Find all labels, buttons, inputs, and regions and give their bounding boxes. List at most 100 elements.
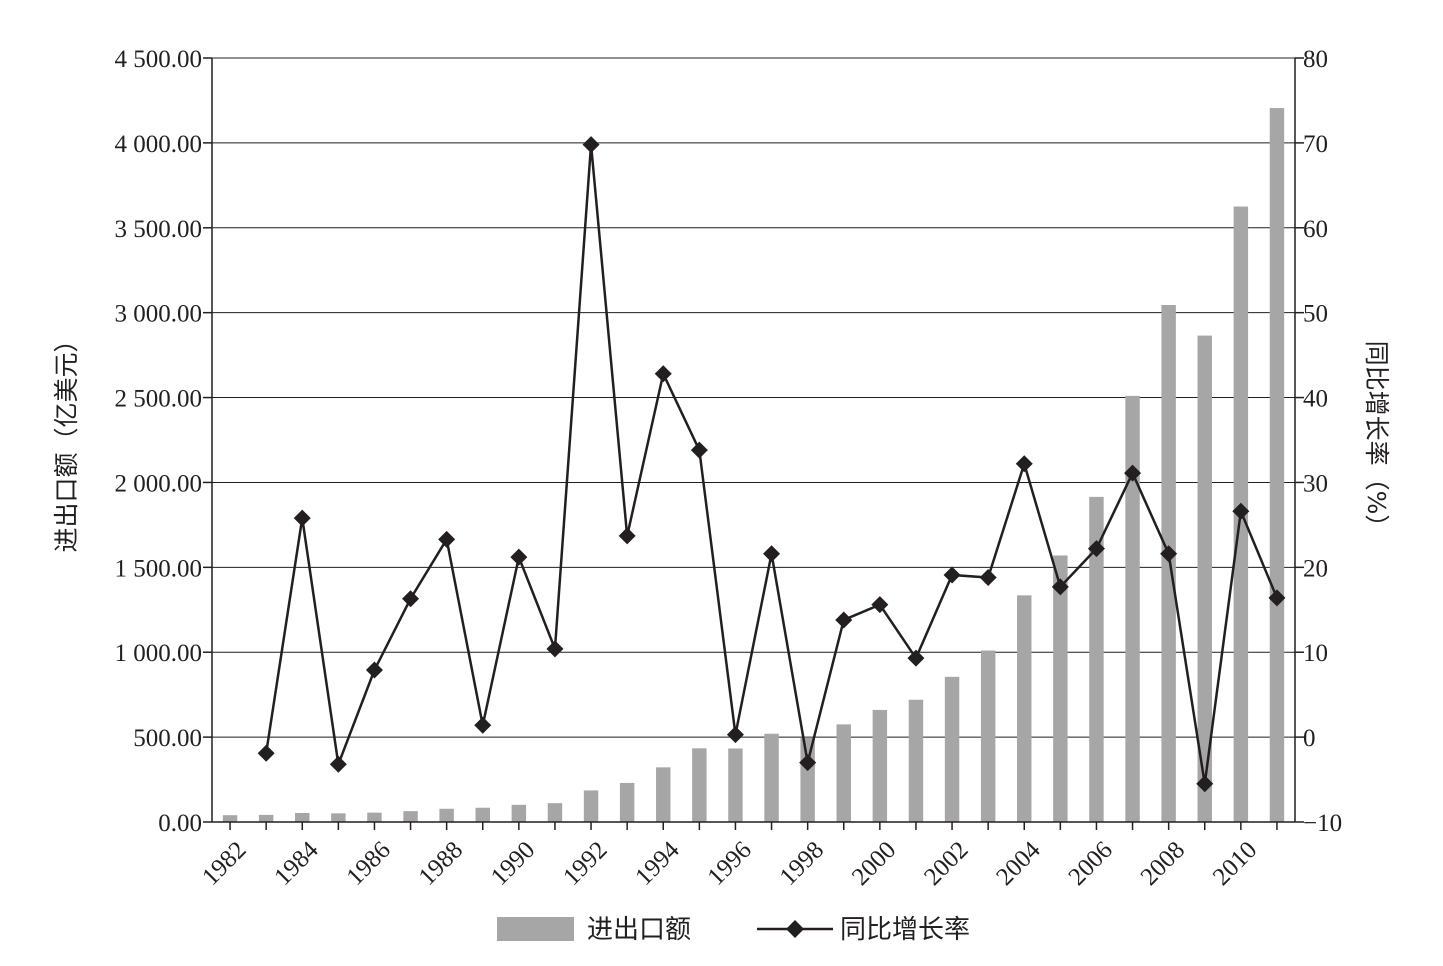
right-axis-ticks: −10 0 10 20 30 40 50 60 70 80 <box>1295 46 1342 837</box>
right-tick-label: 60 <box>1303 216 1328 243</box>
bar-2000 <box>872 709 888 822</box>
bar-2004 <box>1017 595 1032 822</box>
bar-1986 <box>367 812 382 822</box>
axes <box>211 58 1296 823</box>
left-tick-label: 4 500.00 <box>115 46 203 73</box>
growth-point-2007 <box>1124 464 1142 482</box>
x-tick-label: 2010 <box>1208 836 1262 890</box>
legend-label-bar: 进出口额 <box>587 915 691 945</box>
bar-2009 <box>1197 335 1212 822</box>
growth-point-1997 <box>763 545 781 563</box>
growth-point-1998 <box>799 754 817 772</box>
left-tick-label: 4 000.00 <box>115 131 203 158</box>
x-tick-label: 1994 <box>630 836 685 891</box>
growth-point-2011 <box>1268 589 1286 607</box>
growth-point-1985 <box>329 755 347 773</box>
x-tick-label: 1988 <box>414 836 468 890</box>
growth-point-1992 <box>582 136 600 154</box>
right-tick-label: 20 <box>1303 555 1328 582</box>
bar-1983 <box>258 814 274 822</box>
bar-1999 <box>836 724 851 822</box>
growth-line <box>257 136 1286 793</box>
bar-1992 <box>583 790 599 822</box>
bar-1996 <box>728 748 743 822</box>
left-axis-title: 进出口额（亿美元） <box>52 327 81 552</box>
left-axis-ticks: 0.00 500.00 1 000.00 1 500.00 2 000.00 2 500.… <box>115 46 212 837</box>
bar-2002 <box>944 676 960 822</box>
growth-point-1988 <box>438 530 456 548</box>
x-tick-label: 1998 <box>775 836 829 890</box>
x-tick-label: 2002 <box>919 836 973 890</box>
growth-point-1983 <box>257 744 275 762</box>
bar-2011 <box>1269 108 1285 822</box>
growth-point-1990 <box>510 548 528 566</box>
x-tick-label: 1992 <box>558 836 612 890</box>
growth-point-2009 <box>1196 775 1214 793</box>
growth-point-1994 <box>654 365 672 383</box>
x-tick-label: 1990 <box>486 836 540 890</box>
bar-1997 <box>764 733 779 822</box>
right-tick-label: 10 <box>1303 640 1328 667</box>
x-tick-label: 2008 <box>1136 836 1190 890</box>
growth-point-1984 <box>293 509 311 527</box>
bar-1995 <box>692 748 707 822</box>
bar-2008 <box>1161 305 1176 822</box>
left-tick-label: 500.00 <box>133 725 202 752</box>
left-tick-label: 1 000.00 <box>115 640 203 667</box>
growth-point-2005 <box>1051 578 1069 596</box>
right-tick-label: −10 <box>1303 810 1342 837</box>
x-tick-label: 1982 <box>197 836 251 890</box>
growth-point-2002 <box>943 566 961 584</box>
legend-swatch-bar <box>497 917 574 941</box>
bar-1987 <box>403 811 418 822</box>
bar-2005 <box>1053 555 1068 822</box>
bar-1988 <box>439 808 454 822</box>
x-axis-ticks: 1982 1984 1986 1988 1990 1992 1994 1996 1998 2000… <box>197 822 1278 891</box>
bar-1985 <box>331 813 346 822</box>
growth-point-2006 <box>1087 540 1105 558</box>
gridlines <box>212 57 1295 823</box>
x-tick-label: 1984 <box>269 836 324 891</box>
left-tick-label: 3 500.00 <box>115 216 203 243</box>
right-axis-title: 同比增长率（%） <box>1362 341 1391 540</box>
legend-swatch-marker <box>786 920 804 938</box>
bar-1991 <box>547 803 563 822</box>
bar-1998 <box>800 737 815 822</box>
left-tick-label: 0.00 <box>158 810 202 837</box>
left-tick-label: 2 000.00 <box>115 470 203 497</box>
growth-point-1995 <box>690 441 708 459</box>
x-tick-label: 2004 <box>991 836 1046 891</box>
bar-1984 <box>295 813 310 822</box>
growth-point-1987 <box>402 590 420 608</box>
right-tick-label: 50 <box>1303 301 1328 328</box>
growth-point-2008 <box>1160 545 1178 563</box>
bars <box>222 108 1285 823</box>
bar-1993 <box>619 782 635 822</box>
growth-point-2010 <box>1232 502 1250 520</box>
growth-point-2003 <box>979 569 997 587</box>
right-tick-label: 40 <box>1303 386 1328 413</box>
right-tick-label: 70 <box>1303 131 1328 158</box>
legend: 进出口额 同比增长率 <box>497 915 970 945</box>
growth-point-1991 <box>546 640 564 658</box>
legend-label-line: 同比增长率 <box>840 915 970 945</box>
x-tick-label: 1996 <box>703 836 757 890</box>
growth-point-1993 <box>618 527 636 545</box>
x-tick-label: 2000 <box>847 836 901 890</box>
growth-point-2001 <box>907 649 925 667</box>
growth-point-1996 <box>726 726 744 744</box>
bar-1982 <box>222 815 238 822</box>
growth-point-2000 <box>871 596 889 614</box>
left-tick-label: 1 500.00 <box>115 555 203 582</box>
bar-2006 <box>1089 496 1104 822</box>
bar-1990 <box>511 804 527 822</box>
bar-2007 <box>1125 395 1140 822</box>
x-tick-label: 2006 <box>1064 836 1118 890</box>
bar-1994 <box>656 767 671 822</box>
left-tick-label: 3 000.00 <box>115 301 203 328</box>
right-tick-label: 30 <box>1303 470 1328 497</box>
growth-point-2004 <box>1015 455 1033 473</box>
x-tick-label: 1986 <box>342 836 396 890</box>
bar-2003 <box>980 650 996 822</box>
